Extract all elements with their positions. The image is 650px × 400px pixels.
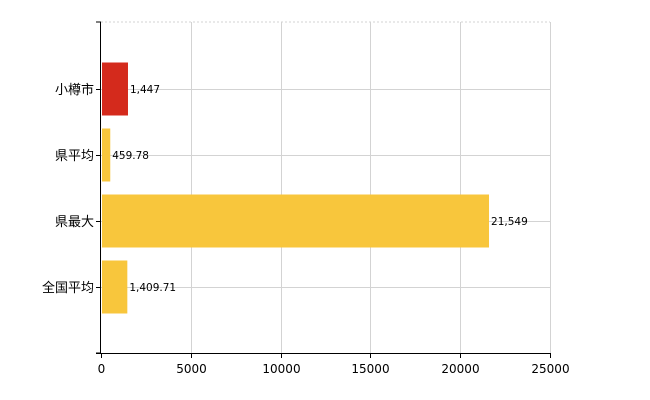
- x-tick-label: 5000: [176, 362, 207, 376]
- data-label-3: 21,549: [491, 216, 528, 228]
- bar-1: [102, 62, 128, 116]
- category-label-3: 県最大: [55, 215, 94, 230]
- x-tick-label: 0: [98, 362, 106, 376]
- category-label-2: 県平均: [55, 149, 94, 164]
- category-label-4: 全国平均: [42, 280, 94, 296]
- bar-3: [102, 194, 490, 248]
- data-label-1: 1,447: [130, 84, 160, 96]
- x-tick-label: 25000: [531, 362, 569, 376]
- bar-2: [102, 128, 111, 182]
- x-tick-label: 10000: [262, 362, 300, 376]
- data-label-4: 1,409.71: [129, 282, 176, 294]
- data-label-2: 459.78: [112, 150, 149, 162]
- category-label-1: 小樽市: [55, 82, 94, 98]
- x-tick-label: 20000: [441, 362, 479, 376]
- x-tick-label: 15000: [351, 362, 389, 376]
- bar-4: [102, 260, 128, 314]
